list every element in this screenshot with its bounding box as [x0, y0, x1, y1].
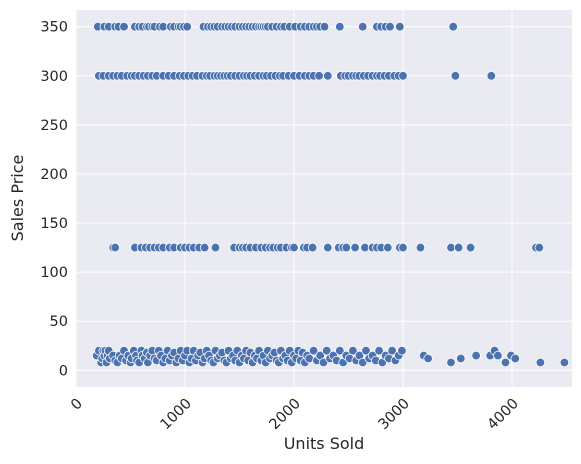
- data-points: [92, 22, 570, 368]
- data-point: [199, 242, 210, 253]
- x-axis-label: Units Sold: [284, 434, 365, 453]
- y-tick-label: 350: [40, 20, 68, 36]
- y-tick-label: 0: [59, 363, 68, 379]
- data-point: [335, 22, 345, 32]
- data-point: [319, 22, 330, 32]
- data-point: [415, 242, 426, 253]
- data-point: [361, 346, 371, 356]
- data-point: [559, 357, 570, 368]
- data-point: [374, 346, 384, 356]
- data-point: [534, 242, 544, 253]
- data-point: [486, 71, 496, 81]
- data-point: [289, 242, 299, 253]
- data-point: [397, 346, 407, 356]
- data-point: [350, 242, 360, 253]
- data-point: [448, 22, 458, 32]
- data-point: [446, 357, 456, 368]
- y-axis-ticks: 0 50 100 150 200 250 300 350: [40, 20, 68, 380]
- data-point: [493, 350, 503, 361]
- data-point: [450, 71, 461, 81]
- data-point: [307, 242, 318, 253]
- data-point: [304, 353, 314, 364]
- x-tick-label: 1000: [158, 396, 195, 433]
- data-point: [423, 353, 433, 364]
- y-tick-label: 200: [40, 167, 68, 183]
- data-point: [110, 242, 120, 253]
- data-point: [308, 346, 319, 356]
- x-tick-label: 4000: [485, 396, 522, 433]
- data-point: [453, 242, 464, 253]
- y-tick-label: 250: [40, 118, 68, 134]
- data-point: [385, 22, 395, 32]
- y-axis-label: Sales Price: [8, 155, 27, 242]
- data-point: [322, 346, 332, 356]
- data-point: [456, 353, 466, 364]
- x-axis-ticks: 0 1000 2000 3000 4000: [68, 396, 522, 433]
- y-tick-label: 50: [50, 314, 68, 330]
- data-point: [335, 346, 345, 356]
- data-point: [182, 22, 192, 32]
- data-point: [323, 242, 333, 253]
- data-point: [383, 242, 393, 253]
- data-point: [358, 22, 368, 32]
- data-point: [348, 346, 358, 356]
- x-tick-label: 3000: [376, 396, 413, 433]
- data-point: [535, 357, 546, 368]
- plot-area: [76, 10, 572, 387]
- data-point: [510, 353, 520, 364]
- data-point: [500, 357, 511, 368]
- data-point: [210, 242, 221, 253]
- data-point: [395, 22, 405, 32]
- data-point: [387, 346, 397, 356]
- x-tick-label: 2000: [267, 396, 304, 433]
- y-tick-label: 100: [40, 265, 68, 281]
- data-point: [465, 242, 476, 253]
- data-point: [119, 22, 129, 32]
- data-point: [341, 242, 351, 253]
- data-point: [314, 71, 324, 81]
- y-tick-label: 150: [40, 216, 68, 232]
- data-point: [398, 242, 408, 253]
- x-tick-label: 0: [68, 396, 86, 414]
- y-tick-label: 300: [40, 69, 68, 85]
- data-point: [323, 71, 333, 81]
- data-point: [471, 350, 481, 361]
- data-point: [398, 71, 408, 81]
